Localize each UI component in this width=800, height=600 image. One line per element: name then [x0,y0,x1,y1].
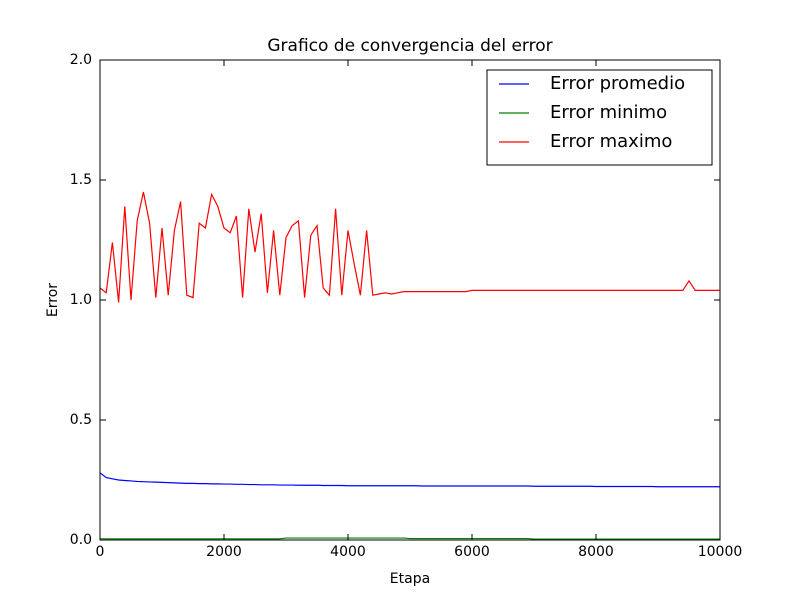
x-tick-label: 6000 [454,544,490,560]
y-tick-label: 1.5 [70,172,92,188]
legend-box [486,69,713,166]
y-tick-label: 2.0 [70,52,92,68]
chart-title: Grafico de convergencia del error [267,36,552,56]
x-axis-label: Etapa [390,571,430,587]
legend-label: Error minimo [550,102,667,123]
x-tick-label: 0 [96,544,105,560]
legend-label: Error promedio [550,73,685,94]
y-axis-label: Error [45,283,61,317]
y-tick-label: 0.0 [70,532,92,548]
legend: Error promedio Error minimo Error maximo [486,69,713,166]
y-tick-label: 0.5 [70,412,92,428]
x-tick-label: 4000 [330,544,366,560]
line [99,191,720,303]
line [99,472,720,488]
x-tick-label: 2000 [206,544,242,560]
x-tick-label: 8000 [578,544,614,560]
legend-label: Error maximo [550,131,672,152]
x-tick-label: 10000 [698,544,743,560]
line [100,537,720,540]
y-tick-label: 1.0 [70,292,92,308]
